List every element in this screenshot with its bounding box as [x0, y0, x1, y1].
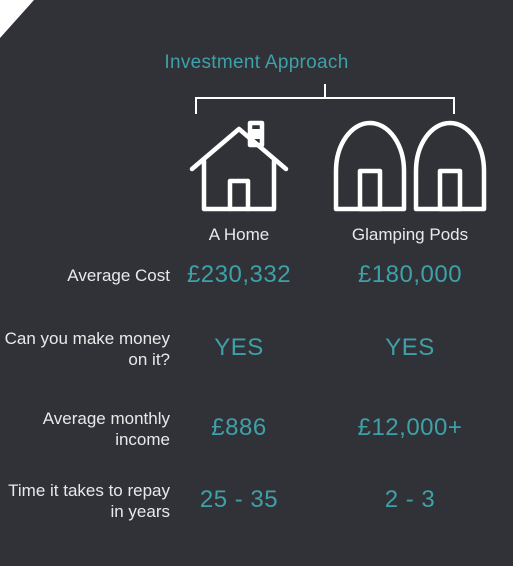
cell-home: YES [164, 334, 314, 362]
cell-home: £230,332 [164, 261, 314, 289]
column-label-pods: Glamping Pods [330, 225, 490, 245]
cell-home: £886 [164, 414, 314, 442]
column-label-home: A Home [184, 225, 294, 245]
row-label: Average Cost [0, 265, 176, 286]
cell-pods: YES [330, 334, 490, 362]
row-label: Can you make money on it? [0, 328, 176, 371]
row-label: Average monthly income [0, 408, 176, 451]
cell-pods: 2 - 3 [330, 486, 490, 514]
cell-home: 25 - 35 [164, 486, 314, 514]
pods-icon [330, 115, 490, 215]
bracket-connector [193, 84, 457, 114]
house-icon [184, 115, 294, 215]
cell-pods: £180,000 [330, 261, 490, 289]
infographic: Investment Approach [0, 0, 513, 566]
cell-pods: £12,000+ [330, 414, 490, 442]
page-title: Investment Approach [0, 52, 513, 74]
row-label: Time it takes to repay in years [0, 480, 176, 523]
